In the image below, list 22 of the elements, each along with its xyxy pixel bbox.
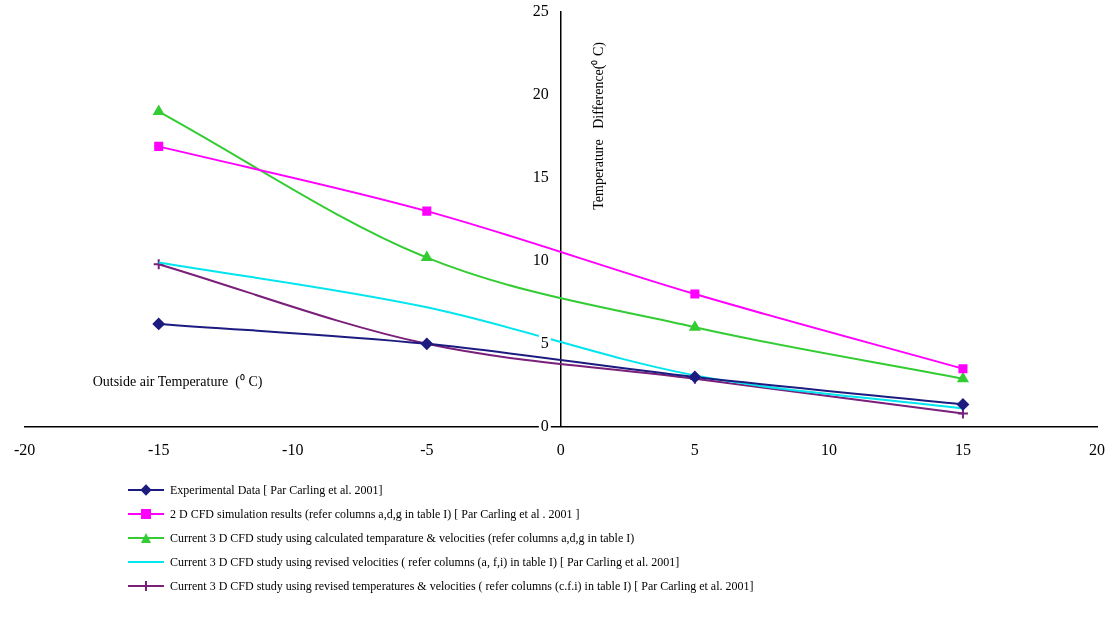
x-tick-label: -15 [148, 440, 170, 458]
x-tick-label: 5 [690, 440, 699, 458]
legend-label: Current 3 D CFD study using revised velocities ( refer columns (a, f,i) in table I) [ Par Carling et al. 2001] [170, 554, 680, 570]
x-tick-label: 15 [954, 440, 971, 458]
legend-label: Experimental Data [ Par Carling et al. 2001] [170, 482, 383, 498]
x-tick-label: -5 [420, 440, 434, 458]
x-axis-title: Outside air Temperature (⁰ C) [92, 373, 263, 390]
y-tick-label: 10 [532, 251, 549, 269]
x-tick-label: 0 [556, 440, 565, 458]
x-tick-label: 10 [820, 440, 837, 458]
y-axis-title: Temperature Difference(⁰ C) [590, 41, 607, 210]
y-tick-label: 15 [532, 168, 549, 186]
y-tick-label: 25 [532, 2, 549, 20]
x-tick-label: -20 [14, 440, 36, 458]
x-tick-label: -10 [282, 440, 304, 458]
legend-label: Current 3 D CFD study using revised temperatures & velocities ( refer columns (c.f.i) in table I) [ Par Carling et al. 2001] [170, 578, 754, 594]
x-tick-label: 20 [1089, 440, 1105, 458]
y-tick-label: 5 [540, 334, 549, 352]
y-tick-label: 0 [540, 417, 549, 434]
legend-label: 2 D CFD simulation results (refer columns a,d,g in table I) [ Par Carling et al . 2001 ] [170, 506, 580, 522]
y-tick-label: 20 [532, 85, 549, 103]
legend-label: Current 3 D CFD study using calculated temparature & velocities (refer columns a,d,g in table I) [170, 530, 635, 546]
